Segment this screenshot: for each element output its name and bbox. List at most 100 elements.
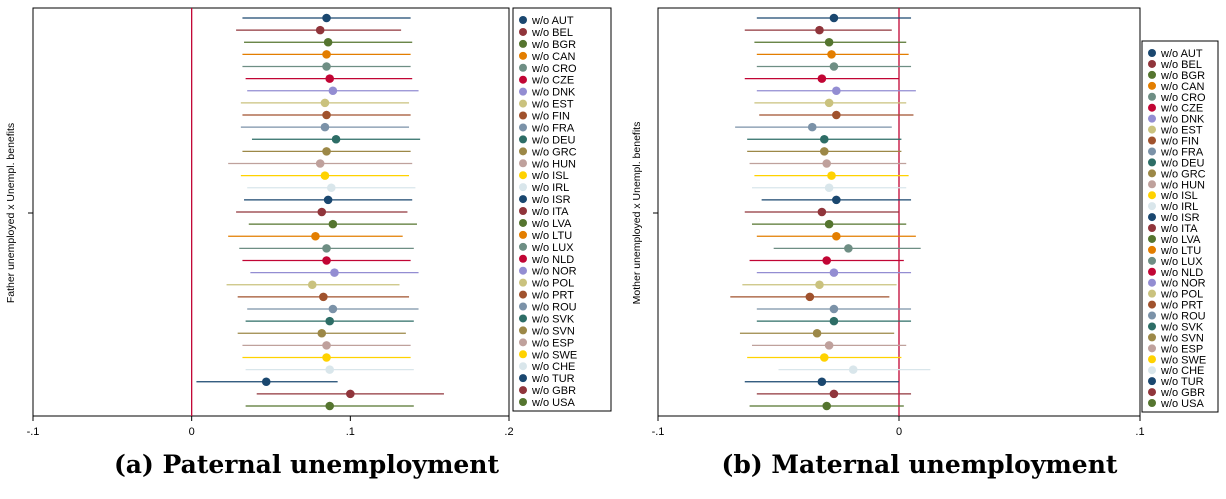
paternal-estimate-point [325, 74, 335, 83]
maternal-legend-label: w/o CHE [1160, 365, 1204, 377]
paternal-estimate-point [325, 316, 335, 326]
maternal-legend-marker [1148, 388, 1156, 397]
paternal-legend-marker [519, 51, 527, 60]
paternal-estimate-point [325, 365, 335, 374]
maternal-estimate-point [817, 377, 827, 387]
paternal-legend-label: w/o ISR [531, 194, 571, 206]
maternal-legend-label: w/o LUX [1160, 256, 1203, 268]
paternal-legend-marker [519, 111, 527, 120]
maternal-estimate-point [807, 122, 817, 132]
maternal-legend-label: w/o CAN [1160, 81, 1204, 93]
maternal-estimate-point [848, 365, 858, 374]
maternal-legend-label: w/o PRT [1160, 300, 1203, 312]
maternal-legend-label: w/o ISL [1160, 190, 1198, 202]
paternal-legend-label: w/o LUX [531, 242, 574, 254]
maternal-estimate-point [829, 316, 839, 326]
maternal-estimate-point [824, 219, 834, 229]
paternal-estimate-point [328, 86, 338, 96]
maternal-legend-label: w/o NOR [1160, 278, 1206, 290]
paternal-estimate-point [322, 110, 331, 120]
paternal-legend-marker [519, 302, 527, 311]
maternal-legend-label: w/o IRL [1160, 201, 1198, 213]
maternal-legend-marker [1148, 70, 1156, 79]
paternal-x-tick-label: 0 [189, 426, 195, 438]
maternal-legend-label: w/o TUR [1160, 376, 1204, 388]
maternal-legend-marker [1148, 169, 1156, 178]
maternal-legend-marker [1148, 180, 1156, 189]
paternal-estimate-point [323, 195, 333, 205]
paternal-legend-marker [519, 16, 527, 24]
paternal-legend-marker [519, 159, 527, 168]
maternal-legend-label: w/o LTU [1160, 245, 1201, 257]
maternal-legend-marker [1148, 59, 1156, 68]
paternal-legend-marker [519, 99, 527, 108]
paternal-legend-label: w/o BGR [531, 39, 576, 51]
paternal-estimate-point [331, 134, 341, 144]
paternal-legend-marker [519, 362, 527, 371]
paternal-x-tick-label: .1 [346, 426, 355, 438]
maternal-x-tick-label: 0 [896, 426, 902, 438]
maternal-legend-marker [1148, 114, 1156, 123]
maternal-legend-label: w/o GRC [1160, 168, 1206, 180]
paternal-legend-marker [519, 350, 527, 359]
paternal-legend-label: w/o NOR [531, 266, 577, 278]
panel-maternal: -.1 0 .1 Mother unemployed x Unempl. benefi… [613, 0, 1226, 499]
paternal-legend-label: w/o CAN [531, 51, 575, 63]
maternal-legend-marker [1148, 300, 1156, 309]
maternal-legend-label: w/o CZE [1160, 103, 1203, 115]
maternal-legend-label: w/o SVN [1160, 332, 1204, 344]
paternal-legend-marker [519, 254, 527, 263]
maternal-estimate-point [832, 231, 841, 241]
paternal-estimate-point [322, 353, 331, 362]
maternal-estimate-point [829, 62, 839, 71]
paternal-legend-label: w/o LTU [531, 230, 572, 242]
paternal-legend-label: w/o CZE [531, 75, 574, 87]
maternal-legend-marker [1148, 245, 1156, 254]
paternal-legend-label: w/o FIN [531, 111, 570, 123]
maternal-legend-marker [1148, 399, 1156, 407]
paternal-legend-marker [519, 338, 527, 347]
paternal-legend-label: w/o PRT [531, 290, 574, 302]
maternal-legend-marker [1148, 202, 1156, 211]
paternal-legend-marker [519, 242, 527, 251]
maternal-estimate-point [824, 183, 834, 193]
panel-paternal: -.1 0 .1 .2 Father unemployed x Unempl. bene… [5, 7, 612, 479]
maternal-legend-marker [1148, 311, 1156, 320]
paternal-legend-label: w/o ITA [531, 206, 569, 218]
maternal-x-tick-label: .1 [1135, 426, 1144, 438]
paternal-estimate-point [315, 25, 325, 35]
paternal-legend-label: w/o ISL [531, 170, 569, 182]
maternal-legend-marker [1148, 49, 1156, 57]
maternal-estimate-point [832, 86, 841, 96]
paternal-legend-label: w/o LVA [531, 218, 572, 230]
maternal-estimate-point [805, 292, 815, 302]
paternal-legend-marker [519, 398, 527, 406]
paternal-legend-marker [519, 27, 527, 36]
paternal-legend-label: w/o CHE [531, 361, 575, 373]
paternal-legend-marker [519, 63, 527, 72]
paternal-estimate-point [323, 37, 333, 47]
caption-paternal: (a) Paternal unemployment [113, 450, 500, 479]
maternal-estimate-point [829, 13, 839, 23]
maternal-estimate-point [832, 195, 841, 205]
paternal-x-tick-label: .2 [504, 426, 513, 438]
maternal-legend-marker [1148, 234, 1156, 243]
maternal-legend-marker [1148, 355, 1156, 364]
maternal-legend-label: w/o SVK [1160, 321, 1204, 333]
paternal-y-axis-label: Father unemployed x Unempl. benefits [5, 123, 17, 303]
paternal-legend-label: w/o HUN [531, 158, 576, 170]
maternal-legend-marker [1148, 344, 1156, 353]
maternal-legend-label: w/o ROU [1160, 311, 1206, 323]
maternal-legend-label: w/o BEL [1160, 59, 1202, 71]
paternal-legend-marker [519, 326, 527, 335]
maternal-estimate-point [832, 110, 841, 120]
maternal-legend-label: w/o HUN [1160, 179, 1205, 191]
paternal-estimate-point [346, 389, 355, 399]
maternal-estimate-point [819, 134, 829, 144]
paternal-estimate-point [330, 268, 339, 277]
paternal-estimate-point [326, 183, 336, 193]
maternal-legend-marker [1148, 224, 1156, 232]
maternal-legend-marker [1148, 125, 1156, 134]
chart-paternal: -.1 0 .1 .2 Father unemployed x Unempl. bene… [5, 7, 612, 438]
paternal-estimate-point [325, 401, 335, 411]
